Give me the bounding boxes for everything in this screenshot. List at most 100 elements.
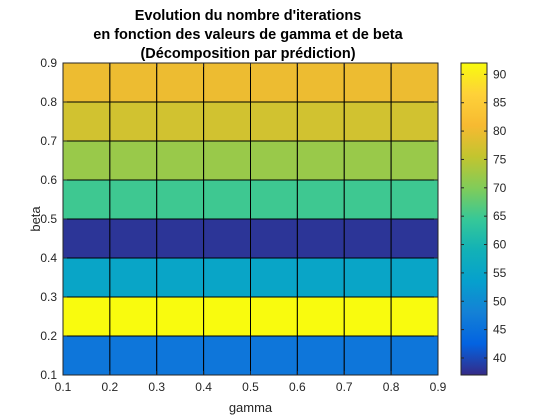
colorbar-tick-label: 75: [493, 152, 507, 166]
colorbar: [460, 62, 488, 376]
heatmap-cell: [250, 101, 298, 142]
colorbar-tick-label: 40: [493, 351, 507, 365]
heatmap-cell: [203, 101, 251, 142]
y-tick-label: 0.9: [40, 56, 57, 70]
heatmap-cell: [109, 179, 158, 220]
heatmap-cell: [109, 335, 158, 376]
y-tick-label: 0.4: [40, 251, 57, 265]
chart-title-line: en fonction des valeurs de gamma et de b…: [93, 27, 403, 43]
heatmap-cell: [250, 296, 298, 337]
heatmap-cell: [156, 296, 205, 337]
heatmap-cell: [390, 218, 439, 259]
x-tick-label: 0.8: [383, 380, 400, 394]
heatmap-cell: [156, 62, 205, 103]
heatmap-cell: [156, 101, 205, 142]
heatmap-cell: [390, 296, 439, 337]
heatmap-cell: [343, 140, 392, 181]
colorbar-tick-label: 70: [493, 181, 507, 195]
heatmap-cell: [296, 62, 345, 103]
heatmap-cell: [156, 335, 205, 376]
y-tick-label: 0.2: [40, 329, 57, 343]
heatmap-cell: [250, 335, 298, 376]
heatmap-cell: [203, 218, 251, 259]
heatmap-cell: [343, 218, 392, 259]
heatmap-cell: [250, 140, 298, 181]
heatmap-cell: [62, 62, 111, 103]
x-axis-label: gamma: [229, 400, 273, 415]
x-axis-ticks: 0.1 0.2 0.3 0.4 0.5 0.6 0.7 0.8 0.9: [55, 63, 447, 394]
y-axis-ticks: 0.1 0.2 0.3 0.4 0.5 0.6 0.7 0.8 0.9: [40, 56, 438, 382]
heatmap-cell: [109, 101, 158, 142]
heatmap-cell: [156, 179, 205, 220]
chart-title-line: Evolution du nombre d'iterations: [135, 8, 362, 24]
y-tick-label: 0.1: [40, 368, 57, 382]
heatmap-cell: [62, 296, 111, 337]
heatmap-cells: [62, 62, 439, 376]
heatmap-cell: [203, 179, 251, 220]
y-tick-label: 0.8: [40, 95, 57, 109]
heatmap-cell: [250, 179, 298, 220]
heatmap-cell: [296, 296, 345, 337]
x-tick-label: 0.3: [148, 380, 165, 394]
x-tick-label: 0.2: [102, 380, 119, 394]
heatmap-cell: [250, 257, 298, 298]
colorbar-tick-label: 90: [493, 67, 507, 81]
x-tick-label: 0.7: [336, 380, 353, 394]
x-tick-label: 0.4: [195, 380, 212, 394]
chart-title: Evolution du nombre d'iterations en fonct…: [93, 8, 403, 62]
colorbar-tick-label: 60: [493, 238, 507, 252]
heatmap-cell: [62, 179, 111, 220]
heatmap-cell: [250, 62, 298, 103]
heatmap-cell: [296, 335, 345, 376]
heatmap-cell: [62, 257, 111, 298]
y-tick-label: 0.6: [40, 173, 57, 187]
heatmap-cell: [250, 218, 298, 259]
heatmap-cell: [390, 257, 439, 298]
heatmap-cell: [156, 140, 205, 181]
heatmap-cell: [343, 179, 392, 220]
heatmap-cell: [296, 179, 345, 220]
heatmap-cell: [203, 296, 251, 337]
colorbar-tick-label: 65: [493, 209, 507, 223]
heatmap-cell: [343, 296, 392, 337]
heatmap-cell: [203, 257, 251, 298]
colorbar-tick-label: 85: [493, 96, 507, 110]
x-tick-label: 0.1: [55, 380, 72, 394]
heatmap-cell: [62, 140, 111, 181]
heatmap-cell: [390, 335, 439, 376]
heatmap-cell: [343, 257, 392, 298]
heatmap-cell: [390, 101, 439, 142]
heatmap-cell: [390, 179, 439, 220]
chart-title-line: (Décomposition par prédiction): [140, 46, 355, 62]
heatmap-cell: [156, 218, 205, 259]
colorbar-tick-label: 50: [493, 294, 507, 308]
heatmap-cell: [109, 257, 158, 298]
heatmap-cell: [62, 101, 111, 142]
y-tick-label: 0.7: [40, 134, 57, 148]
colorbar-tick-label: 45: [493, 323, 507, 337]
colorbar-tick-label: 80: [493, 124, 507, 138]
heatmap-cell: [296, 257, 345, 298]
heatmap-cell: [390, 140, 439, 181]
heatmap-cell: [109, 296, 158, 337]
heatmap-cell: [109, 218, 158, 259]
heatmap-cell: [62, 218, 111, 259]
y-tick-label: 0.3: [40, 290, 57, 304]
heatmap-cell: [203, 140, 251, 181]
heatmap-cell: [296, 101, 345, 142]
heatmap-cell: [296, 140, 345, 181]
heatmap-cell: [203, 62, 251, 103]
heatmap-cell: [203, 335, 251, 376]
heatmap-cell: [109, 140, 158, 181]
heatmap-cell: [343, 62, 392, 103]
y-tick-label: 0.5: [40, 212, 57, 226]
x-tick-label: 0.6: [289, 380, 306, 394]
heatmap-cell: [343, 101, 392, 142]
colorbar-tick-label: 55: [493, 266, 507, 280]
x-tick-label: 0.5: [242, 380, 259, 394]
heatmap-cell: [343, 335, 392, 376]
colorbar-ticks: 40 45 50 55 60 65 70 75 80 85 90: [461, 67, 507, 365]
x-tick-label: 0.9: [430, 380, 447, 394]
heatmap-cell: [109, 62, 158, 103]
